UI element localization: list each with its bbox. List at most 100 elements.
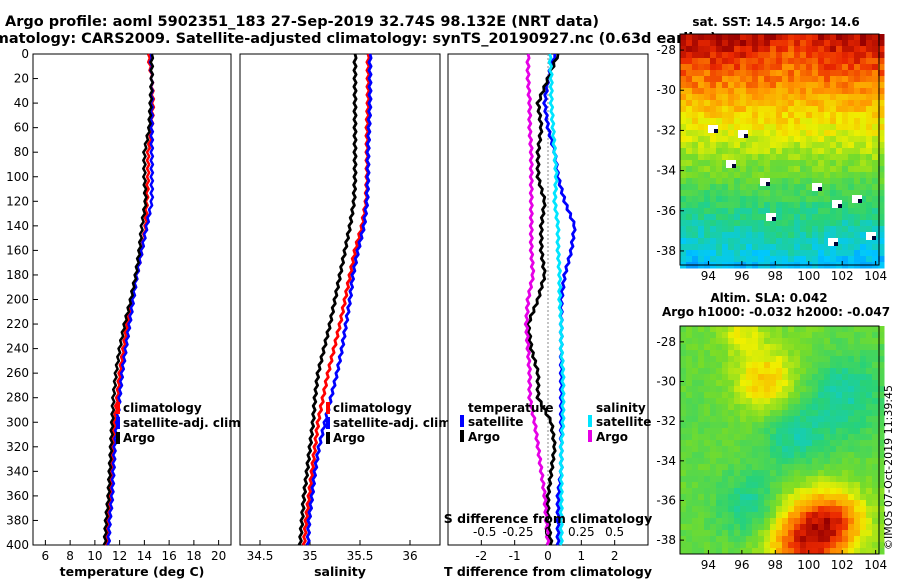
map-cell [842,238,849,245]
map-cell [806,166,813,173]
map-cell [824,40,831,47]
map-cell [812,410,819,417]
map-cell [776,112,783,119]
map-cell [866,154,873,161]
map-cell [740,40,747,47]
map-cell [788,244,795,251]
map-cell [860,112,867,119]
map-cell [770,548,777,555]
map-cell [686,422,693,429]
map-cell [746,368,753,375]
map-cell [800,112,807,119]
map-cell [698,124,705,131]
map-cell [866,344,873,351]
map-cell [782,326,789,333]
map-cell [764,142,771,149]
map-cell [830,464,837,471]
map-cell [830,130,837,137]
map-cell [782,184,789,191]
map-cell [878,422,885,429]
map-cell [716,452,723,459]
map-cell [722,64,729,71]
map-cell [686,536,693,543]
temperature-panel: 0204060801001201401601802002202402602803… [6,47,245,579]
map-cell [692,422,699,429]
map-cell [788,64,795,71]
map-cell [692,220,699,227]
map-cell [800,226,807,233]
map-cell [764,404,771,411]
map-cell [872,166,879,173]
map-cell [758,172,765,179]
map-cell [788,232,795,239]
map-cell [692,464,699,471]
map-cell [698,488,705,495]
map-cell [704,506,711,513]
map-cell [848,256,855,263]
map-cell [782,410,789,417]
map-cell [782,52,789,59]
map-cell [764,256,771,263]
map-cell [734,464,741,471]
map-cell [836,160,843,167]
map-cell [800,76,807,83]
map-cell [878,368,885,375]
map-cell [812,232,819,239]
map-cell [836,208,843,215]
map-cell [836,100,843,107]
map-cell [686,178,693,185]
map-cell [830,536,837,543]
map-cell [842,398,849,405]
map-cell [830,208,837,215]
map-cell [812,362,819,369]
map-cell [758,518,765,525]
map-cell [698,536,705,543]
map-cell [794,374,801,381]
map-cell [818,172,825,179]
x-tick-label: 94 [701,558,716,572]
map-cell [860,446,867,453]
map-cell [806,494,813,501]
map-cell [800,82,807,89]
map-cell [782,70,789,77]
map-cell [698,422,705,429]
map-cell [806,232,813,239]
map-cell [698,58,705,65]
map-cell [848,392,855,399]
map-cell [878,326,885,333]
map-cell [854,238,861,245]
map-cell [836,518,843,525]
map-cell [782,64,789,71]
map-cell [776,196,783,203]
map-cell [824,332,831,339]
map-cell [704,350,711,357]
map-cell [860,154,867,161]
map-cell [728,356,735,363]
map-cell [770,512,777,519]
map-cell [686,208,693,215]
map-cell [728,34,735,41]
map-cell [710,536,717,543]
map-cell [746,34,753,41]
map-cell [848,506,855,513]
map-cell [752,142,759,149]
map-cell [680,64,687,71]
map-cell [776,76,783,83]
map-cell [698,52,705,59]
y-tick-label: 280 [6,391,29,405]
map-cell [872,398,879,405]
map-cell [740,226,747,233]
map-cell [824,232,831,239]
map-cell [710,70,717,77]
map-cell [740,196,747,203]
map-cell [704,428,711,435]
map-cell [704,422,711,429]
map-cell [770,482,777,489]
map-cell [800,106,807,113]
map-cell [776,238,783,245]
map-cell [860,362,867,369]
map-cell [740,172,747,179]
map-cell [812,512,819,519]
map-cell [734,160,741,167]
map-cell [872,488,879,495]
